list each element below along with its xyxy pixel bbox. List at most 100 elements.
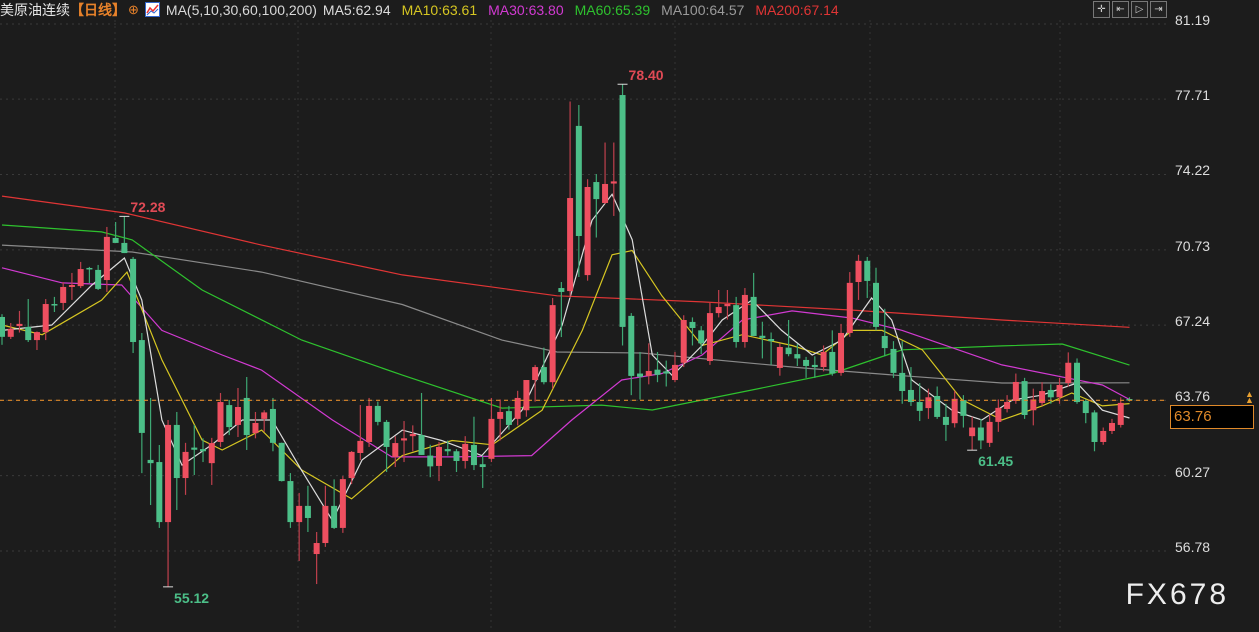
- candle: [1065, 352, 1072, 387]
- axis-tick-label: 70.73: [1175, 237, 1211, 254]
- candle-body: [584, 187, 591, 276]
- candle-body: [470, 445, 477, 466]
- candle-body: [252, 422, 259, 434]
- candle-body: [610, 181, 617, 184]
- candle-body: [977, 427, 984, 441]
- candle-body: [1091, 412, 1098, 442]
- candle-body: [121, 242, 128, 254]
- go-latest-button[interactable]: ⇥: [1150, 1, 1167, 18]
- candle: [549, 297, 556, 389]
- candle: [663, 360, 670, 387]
- candle: [505, 405, 512, 430]
- ma-value-ma30: MA30:63.80: [488, 2, 564, 18]
- candle: [1039, 382, 1046, 406]
- candle: [436, 441, 442, 482]
- ma-value-ma10: MA10:63.61: [401, 2, 478, 18]
- candle: [750, 272, 757, 336]
- candle-body: [942, 416, 949, 425]
- candle: [567, 101, 574, 298]
- candle-body: [986, 421, 993, 443]
- period-label[interactable]: 【日线】: [70, 2, 126, 18]
- candle-body: [960, 400, 967, 416]
- candle: [706, 302, 713, 365]
- candle: [1108, 418, 1115, 434]
- candle-body: [488, 418, 495, 459]
- ma-value-ma60: MA60:65.39: [574, 2, 651, 18]
- candle-body: [86, 267, 93, 270]
- candle: [532, 364, 539, 402]
- candle-body: [846, 282, 853, 333]
- candle: [462, 436, 469, 469]
- candle: [0, 314, 5, 345]
- candle-body: [208, 443, 215, 464]
- candle-body: [1021, 381, 1028, 415]
- candle-body: [951, 398, 958, 424]
- candle: [304, 485, 311, 533]
- ma-params: MA(5,10,30,60,100,200): [165, 2, 317, 18]
- candle-body: [147, 459, 154, 464]
- candle: [33, 331, 40, 351]
- candle: [986, 414, 993, 447]
- ma-line-ma100: [1, 244, 1130, 384]
- candle: [584, 179, 591, 281]
- candle: [86, 266, 93, 284]
- candle-body: [829, 351, 836, 374]
- ma-line-ma10: [1, 249, 1130, 500]
- candle: [77, 261, 84, 289]
- candle-body: [916, 402, 923, 411]
- crosshair-button[interactable]: ✛: [1093, 1, 1110, 18]
- candle-body: [156, 462, 163, 523]
- zoom-start-button[interactable]: ⇤: [1112, 1, 1129, 18]
- candle: [698, 326, 705, 355]
- candle-body: [200, 449, 207, 452]
- candle-body: [1082, 400, 1089, 414]
- candle-body: [103, 236, 110, 281]
- candle: [1082, 399, 1089, 424]
- candle-body: [1004, 402, 1011, 409]
- candle: [374, 401, 381, 426]
- candle-body: [733, 305, 740, 343]
- indicator-chart-icon[interactable]: [144, 1, 160, 17]
- add-circle-icon[interactable]: ⊕: [128, 2, 139, 17]
- candle: [671, 351, 678, 383]
- candle-body: [42, 304, 49, 333]
- candle: [51, 296, 58, 313]
- scroll-up-icon[interactable]: ▲ ▲: [1245, 389, 1254, 405]
- candle-body: [785, 347, 792, 355]
- candle-body: [68, 285, 75, 287]
- candle-body: [296, 505, 303, 523]
- play-button[interactable]: ▷: [1131, 1, 1148, 18]
- candle: [1100, 427, 1107, 445]
- candle: [916, 383, 923, 422]
- candle-body: [540, 367, 547, 383]
- candle: [741, 288, 748, 348]
- ma-values: MA5:62.94 MA10:63.61 MA30:63.80 MA60:65.39 M…: [323, 2, 839, 18]
- candle: [969, 416, 976, 451]
- candle: [156, 445, 163, 528]
- candle: [68, 272, 75, 300]
- candle-body: [112, 237, 119, 243]
- candle-body: [1065, 362, 1072, 384]
- candle: [95, 264, 102, 290]
- candle: [942, 403, 949, 441]
- candle-body: [803, 359, 810, 366]
- candle: [392, 436, 399, 468]
- candle: [470, 416, 477, 471]
- ma-line-ma5: [1, 193, 1130, 522]
- candle-body: [243, 397, 250, 436]
- candle-body: [741, 294, 748, 343]
- candle-body: [77, 269, 84, 287]
- candle: [60, 282, 67, 311]
- candle: [785, 319, 792, 357]
- candle-body: [313, 543, 320, 555]
- candle: [103, 226, 110, 292]
- low-price-annotation: 61.45: [978, 453, 1014, 470]
- candle-body: [436, 446, 442, 466]
- candle: [200, 438, 207, 463]
- candle-body: [383, 421, 390, 447]
- candle-body: [130, 258, 137, 343]
- axis-tick-label: 81.19: [1175, 12, 1211, 28]
- candle: [873, 267, 879, 331]
- chart-header: 美原油连续 【日线】 ⊕ MA(5,10,30,60,100,200) MA5:…: [0, 0, 845, 20]
